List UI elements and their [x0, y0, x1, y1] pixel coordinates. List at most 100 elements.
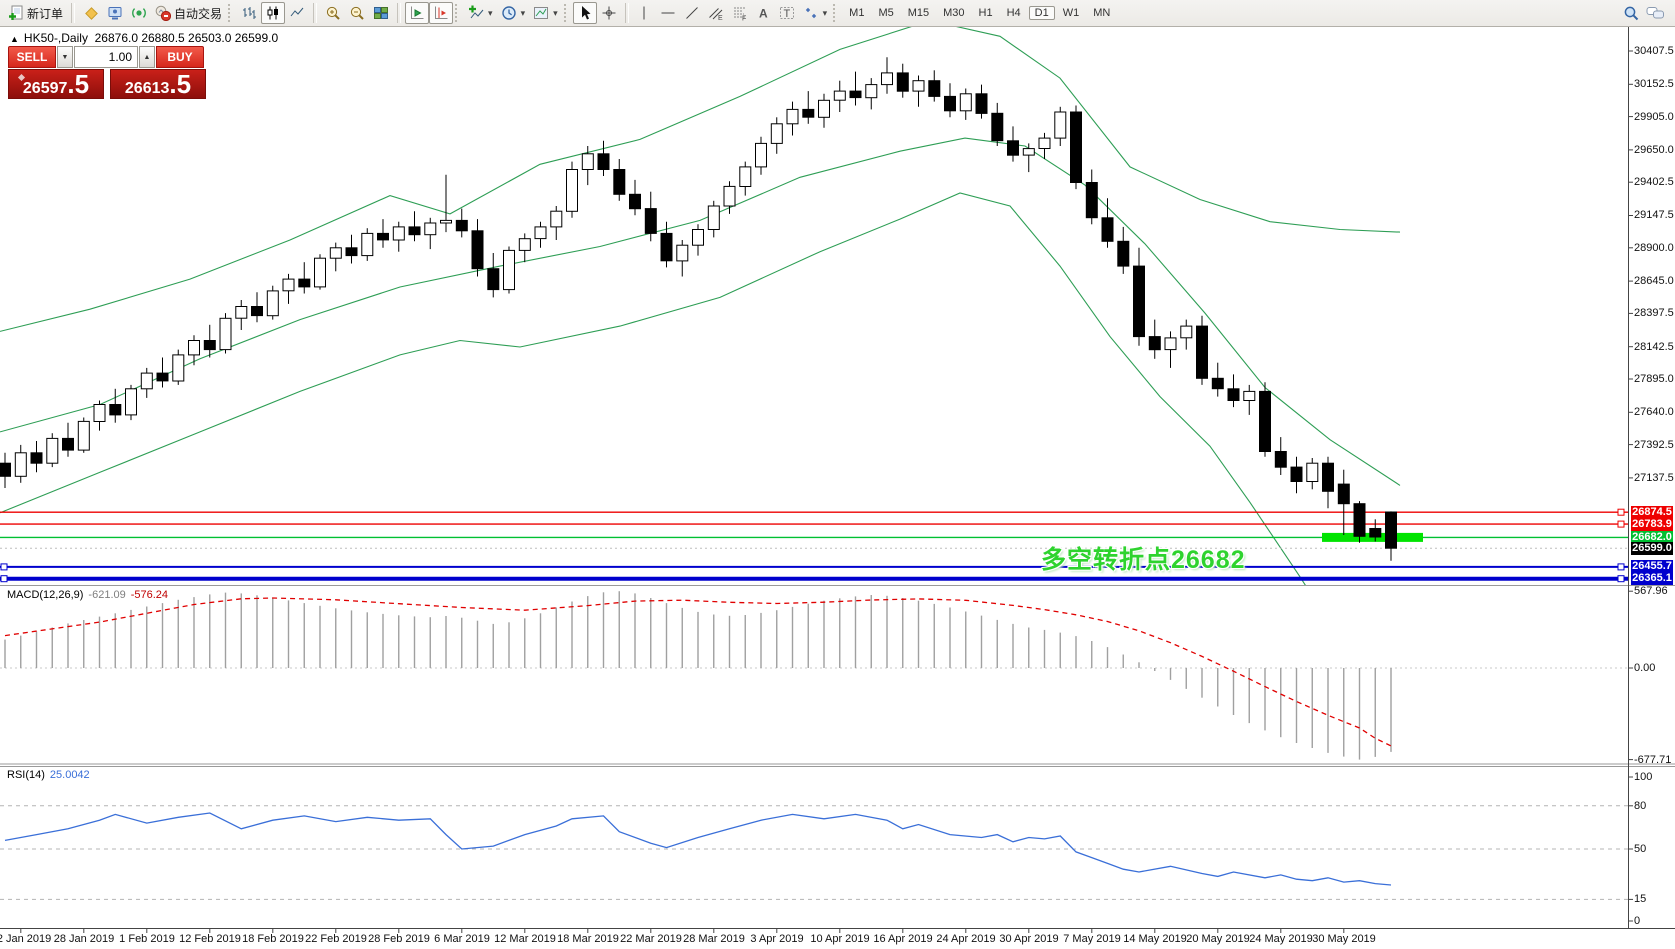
- crosshair-icon: [602, 6, 616, 20]
- periods-dropdown-caret[interactable]: ▾: [520, 7, 526, 18]
- main-toolbar: 新订单 自动交易 ▾ ▾: [0, 0, 1675, 27]
- horizontal-line-icon: [661, 12, 675, 14]
- market-watch-icon: [108, 7, 122, 20]
- svg-text:T: T: [783, 8, 790, 20]
- volume-input[interactable]: 1.00: [74, 46, 138, 68]
- buy-button[interactable]: BUY: [156, 46, 204, 68]
- metaeditor-button[interactable]: [79, 2, 103, 24]
- timeframe-button-m1[interactable]: M1: [849, 7, 865, 19]
- one-click-trading-panel: SELL ▼ 1.00 ▲ BUY 26597 .5 26613 .5: [8, 46, 206, 99]
- fibonacci-tool-button[interactable]: F: [728, 2, 752, 24]
- toolbar-grip[interactable]: [833, 4, 838, 22]
- text-label-icon: T: [779, 7, 794, 20]
- sell-price-frac: .5: [67, 69, 90, 99]
- tile-windows-button[interactable]: [369, 2, 393, 24]
- clock-icon: [501, 6, 516, 20]
- chart-symbol-period: HK50-,Daily: [23, 31, 88, 45]
- trendline-icon: [685, 7, 698, 19]
- timeframe-button-m15[interactable]: M15: [907, 7, 930, 19]
- template-icon: [534, 7, 549, 19]
- toolbar-separator: [71, 3, 76, 23]
- templates-dropdown-caret[interactable]: ▾: [553, 7, 558, 18]
- indicators-icon: [469, 5, 484, 19]
- toolbar-separator: [624, 3, 629, 23]
- macd-indicator-label: MACD(12,26,9) -621.09 -576.24: [7, 589, 168, 601]
- bar-chart-mode-button[interactable]: [237, 2, 261, 24]
- timeframe-button-m30[interactable]: M30: [943, 7, 965, 19]
- timeframe-button-mn[interactable]: MN: [1093, 7, 1111, 19]
- rsi-name: RSI(14): [7, 769, 45, 781]
- chart-ohlc-values: 26876.0 26880.5 26503.0 26599.0: [94, 31, 279, 45]
- chart-shift-icon: [435, 6, 448, 19]
- indicators-button[interactable]: ▾: [464, 2, 497, 24]
- text-label-tool-button[interactable]: T: [775, 2, 799, 24]
- volume-increase-button[interactable]: ▲: [139, 46, 155, 68]
- broadcast-button[interactable]: [127, 2, 151, 24]
- candlestick-icon: [267, 6, 279, 20]
- chat-icon[interactable]: [1646, 5, 1665, 21]
- chart-collapse-triangle-icon[interactable]: ▲: [10, 34, 19, 44]
- trendline-tool-button[interactable]: [680, 2, 704, 24]
- toolbar-grip[interactable]: [455, 4, 460, 22]
- sell-button[interactable]: SELL: [8, 46, 56, 68]
- arrows-dropdown-caret[interactable]: ▾: [822, 7, 828, 18]
- crosshair-tool-button[interactable]: [597, 2, 621, 24]
- new-order-button[interactable]: 新订单: [4, 2, 67, 24]
- buy-price-display[interactable]: 26613 .5: [110, 69, 206, 99]
- vertical-line-icon: [643, 6, 645, 20]
- rsi-indicator-label: RSI(14) 25.0042: [7, 769, 90, 781]
- market-watch-button[interactable]: [103, 2, 127, 24]
- macd-main-value: -621.09: [88, 589, 126, 601]
- auto-trading-icon: [155, 5, 172, 21]
- horizontal-line-tool-button[interactable]: [656, 2, 680, 24]
- candlestick-mode-button[interactable]: [261, 2, 286, 24]
- arrows-icon: [805, 7, 816, 19]
- indicators-dropdown-caret[interactable]: ▾: [488, 7, 493, 18]
- macd-signal-value: -576.24: [130, 589, 169, 601]
- timeframe-button-w1[interactable]: W1: [1062, 7, 1080, 19]
- auto-trading-label: 自动交易: [174, 6, 223, 21]
- toolbar-separator: [397, 3, 402, 23]
- search-icon[interactable]: [1623, 5, 1640, 22]
- line-chart-icon: [290, 7, 304, 17]
- cursor-tool-button[interactable]: [572, 2, 597, 24]
- chart-annotation-text: 多空转折点26682: [1041, 546, 1246, 574]
- zoom-in-button[interactable]: [321, 2, 345, 24]
- bar-chart-icon: [243, 7, 257, 19]
- toolbar-grip[interactable]: [228, 4, 233, 22]
- toolbar-grip[interactable]: [563, 4, 569, 22]
- text-tool-button[interactable]: A: [752, 2, 775, 24]
- timeframe-button-h1[interactable]: H1: [978, 7, 993, 19]
- macd-name: MACD(12,26,9): [7, 589, 84, 601]
- arrows-tool-button[interactable]: ▾: [799, 2, 832, 24]
- svg-text:F: F: [742, 16, 746, 22]
- templates-button[interactable]: ▾: [529, 2, 562, 24]
- zoom-out-button[interactable]: [345, 2, 369, 24]
- auto-scroll-icon: [411, 6, 424, 19]
- timeframe-button-d1[interactable]: D1: [1028, 6, 1055, 20]
- svg-text:A: A: [759, 7, 768, 21]
- auto-scroll-button[interactable]: [405, 2, 430, 24]
- tile-windows-icon: [374, 7, 389, 19]
- toolbar-separator: [313, 3, 318, 23]
- sell-price-display[interactable]: 26597 .5: [8, 69, 104, 99]
- text-icon: A: [759, 7, 768, 21]
- line-chart-mode-button[interactable]: [285, 2, 309, 24]
- volume-decrease-button[interactable]: ▼: [57, 46, 73, 68]
- svg-text:E: E: [718, 15, 723, 21]
- zoom-in-icon: [326, 6, 340, 20]
- vertical-line-tool-button[interactable]: [633, 2, 656, 24]
- periods-button[interactable]: ▾: [497, 2, 530, 24]
- diamond-icon: [85, 7, 98, 20]
- buy-price-main: 26613: [124, 80, 170, 97]
- fibonacci-icon: F: [733, 7, 746, 22]
- timeframe-group: M1 M5 M15 M30 H1 H4 D1 W1 MN: [842, 3, 1117, 23]
- sell-price-main: 26597: [22, 80, 68, 97]
- channel-tool-button[interactable]: E: [704, 2, 728, 24]
- chart-shift-button[interactable]: [429, 2, 454, 24]
- auto-trading-button[interactable]: 自动交易: [151, 2, 226, 24]
- timeframe-button-h4[interactable]: H4: [1006, 7, 1021, 19]
- timeframe-button-m5[interactable]: M5: [878, 7, 894, 19]
- chart-title: ▲ HK50-,Daily 26876.0 26880.5 26503.0 265…: [10, 31, 278, 45]
